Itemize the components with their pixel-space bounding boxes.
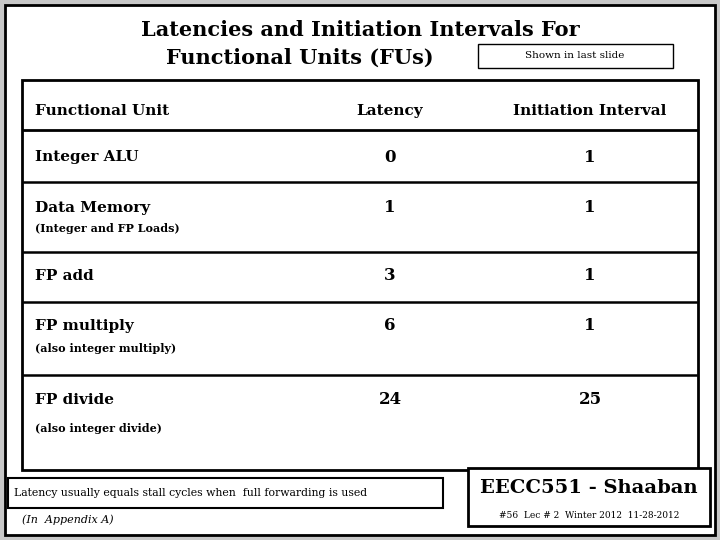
- FancyBboxPatch shape: [478, 44, 673, 68]
- Text: (Integer and FP Loads): (Integer and FP Loads): [35, 222, 179, 233]
- Text: 6: 6: [384, 318, 396, 334]
- Text: Latency usually equals stall cycles when  full forwarding is used: Latency usually equals stall cycles when…: [14, 488, 367, 498]
- FancyBboxPatch shape: [468, 468, 710, 526]
- Text: Functional Unit: Functional Unit: [35, 104, 169, 118]
- Text: Latency: Latency: [356, 104, 423, 118]
- FancyBboxPatch shape: [5, 5, 715, 535]
- Text: (In  Appendix A): (In Appendix A): [22, 515, 114, 525]
- Text: 1: 1: [584, 318, 595, 334]
- Text: 0: 0: [384, 148, 396, 165]
- Text: (also integer multiply): (also integer multiply): [35, 342, 176, 354]
- Text: 25: 25: [578, 392, 602, 408]
- Text: Data Memory: Data Memory: [35, 201, 150, 215]
- Text: 3: 3: [384, 267, 396, 285]
- Text: FP divide: FP divide: [35, 393, 114, 407]
- Text: Latencies and Initiation Intervals For: Latencies and Initiation Intervals For: [140, 20, 580, 40]
- Text: 1: 1: [584, 148, 595, 165]
- Text: FP add: FP add: [35, 269, 94, 283]
- Text: Functional Units (FUs): Functional Units (FUs): [166, 48, 434, 68]
- Text: Initiation Interval: Initiation Interval: [513, 104, 667, 118]
- Text: 1: 1: [384, 199, 396, 217]
- Text: 1: 1: [584, 199, 595, 217]
- Text: Shown in last slide: Shown in last slide: [526, 51, 625, 60]
- Text: 24: 24: [379, 392, 402, 408]
- FancyBboxPatch shape: [22, 80, 698, 470]
- Text: (also integer divide): (also integer divide): [35, 422, 162, 434]
- Text: FP multiply: FP multiply: [35, 319, 134, 333]
- Text: #56  Lec # 2  Winter 2012  11-28-2012: #56 Lec # 2 Winter 2012 11-28-2012: [499, 510, 679, 519]
- Text: 1: 1: [584, 267, 595, 285]
- Text: EECC551 - Shaaban: EECC551 - Shaaban: [480, 479, 698, 497]
- FancyBboxPatch shape: [8, 478, 443, 508]
- Text: Integer ALU: Integer ALU: [35, 150, 139, 164]
